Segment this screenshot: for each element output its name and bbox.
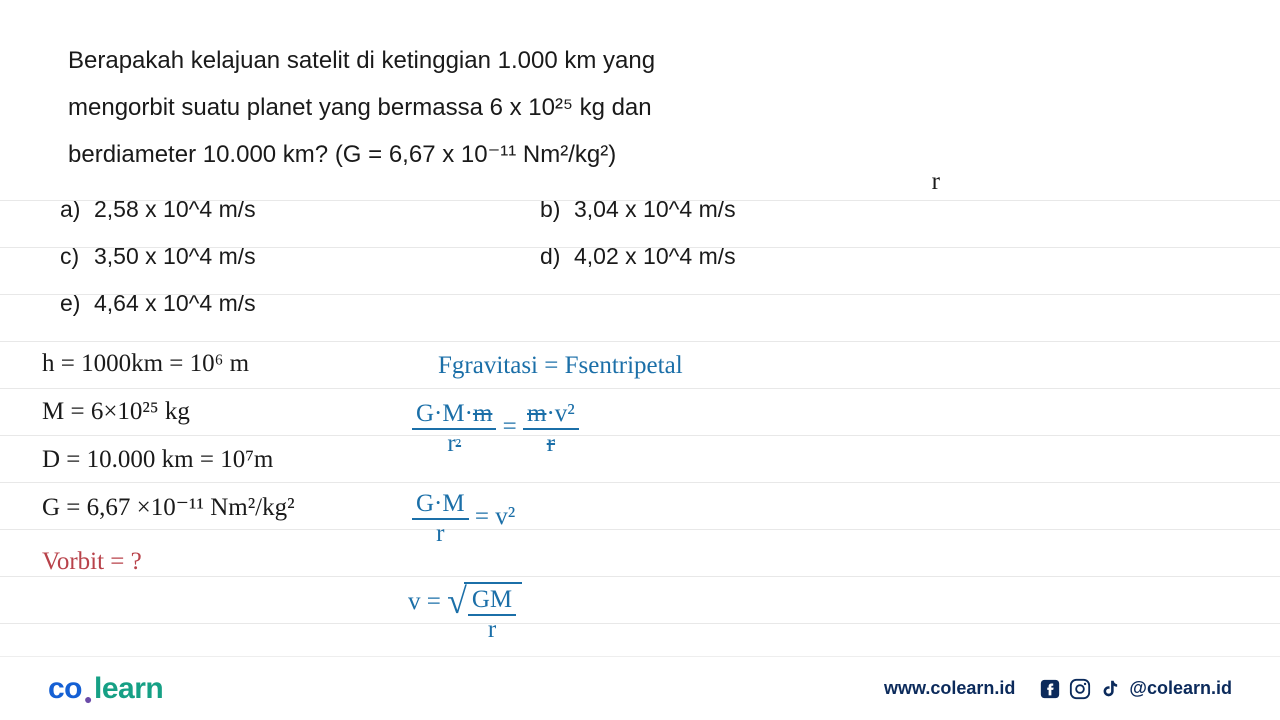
hw-eq-v: v = √ GM r — [408, 582, 522, 643]
annotation-r: r — [932, 168, 940, 196]
logo-learn: learn — [94, 672, 163, 705]
footer-handle: @colearn.id — [1129, 678, 1232, 699]
hw-eq-title: Fgravitasi = Fsentripetal — [438, 352, 683, 380]
instagram-icon — [1069, 678, 1091, 700]
ruled-background — [0, 170, 1280, 640]
tiktok-icon — [1099, 678, 1121, 700]
facebook-icon — [1039, 678, 1061, 700]
logo: co●learn — [48, 672, 163, 706]
hw-h: h = 1000km = 10⁶ m — [42, 350, 249, 378]
social-icons: @colearn.id — [1039, 678, 1232, 700]
question-line1: Berapakah kelajuan satelit di ketinggian… — [68, 38, 1220, 85]
logo-co: co — [48, 672, 82, 705]
hw-M: M = 6×10²⁵ kg — [42, 398, 190, 426]
question-line2: mengorbit suatu planet yang bermassa 6 x… — [68, 85, 1220, 132]
hw-Vorbit: Vorbit = ? — [42, 548, 142, 576]
footer-url: www.colearn.id — [884, 678, 1015, 699]
hw-eq-frac2: G·M r = v² — [412, 490, 515, 547]
hw-D: D = 10.000 km = 10⁷m — [42, 446, 273, 474]
hw-G: G = 6,67 ×10⁻¹¹ Nm²/kg² — [42, 494, 295, 522]
hw-eq-frac1: G·M·m r² = m·v² r — [412, 400, 579, 457]
question-text: Berapakah kelajuan satelit di ketinggian… — [60, 38, 1220, 178]
footer: co●learn www.colearn.id @colearn.id — [0, 656, 1280, 720]
footer-right: www.colearn.id @colearn.id — [884, 678, 1232, 700]
